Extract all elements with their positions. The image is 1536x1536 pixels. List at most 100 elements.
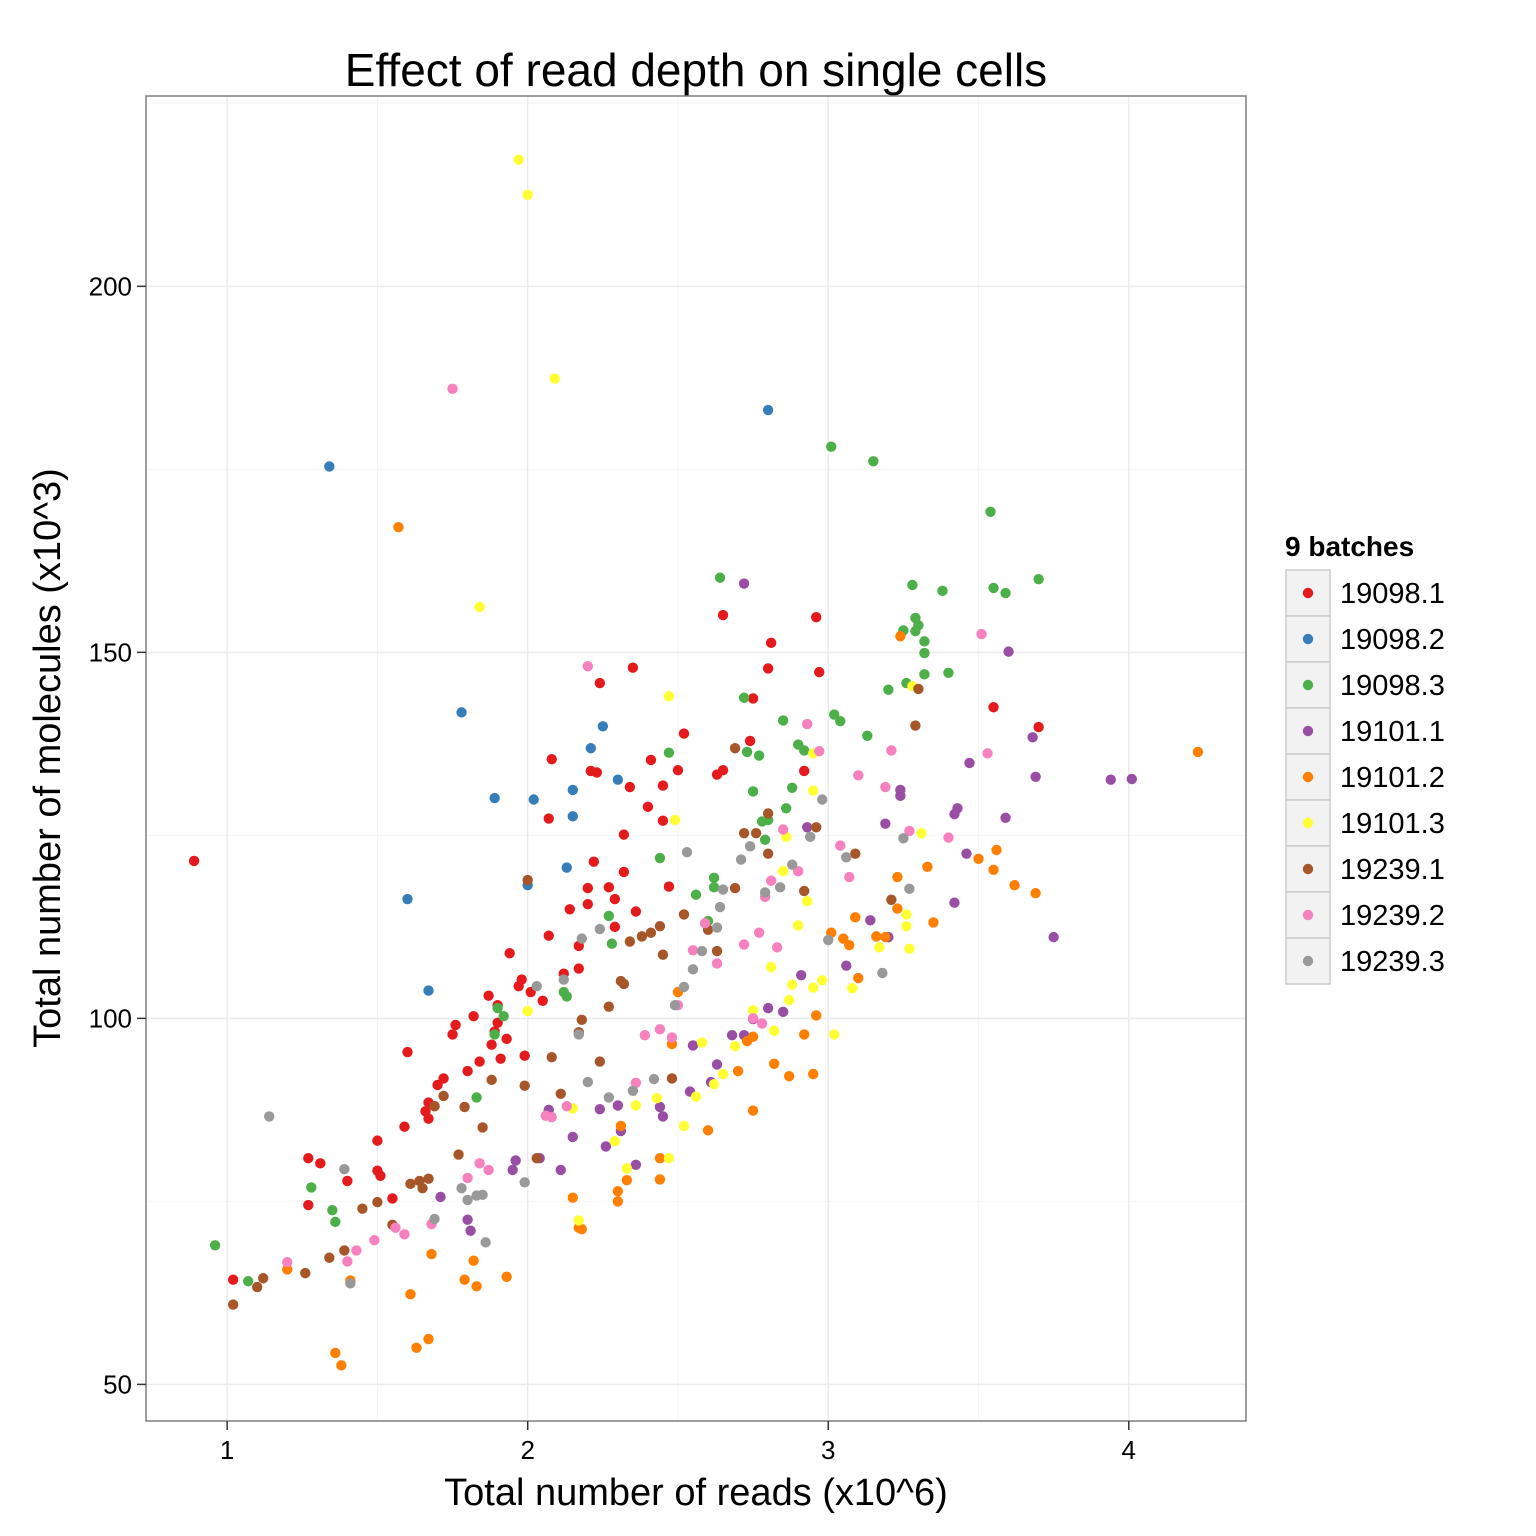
data-point (315, 1158, 326, 1169)
data-point (988, 864, 999, 875)
data-point (188, 855, 200, 867)
data-point (399, 1229, 410, 1240)
data-point (564, 904, 575, 915)
data-point (429, 1101, 440, 1112)
data-point (519, 1080, 530, 1091)
data-point (786, 979, 798, 990)
data-point (351, 1245, 362, 1256)
data-point (795, 969, 807, 981)
data-point (802, 718, 813, 730)
data-point (345, 1278, 356, 1289)
data-point (805, 831, 816, 843)
data-point (567, 811, 578, 822)
data-point (762, 1002, 774, 1014)
data-point (841, 960, 852, 971)
data-point (447, 1029, 458, 1040)
data-point (762, 404, 774, 416)
data-point (630, 906, 642, 917)
data-point (850, 848, 861, 859)
data-point (714, 572, 726, 583)
data-point (765, 637, 777, 649)
data-point (862, 730, 873, 742)
data-point (738, 578, 750, 589)
data-point (471, 1092, 482, 1103)
data-point (928, 917, 939, 928)
data-point (759, 834, 771, 845)
data-point (336, 1360, 347, 1371)
data-point (324, 1252, 335, 1263)
data-point (330, 1216, 341, 1228)
data-point (483, 1164, 494, 1176)
data-point (991, 844, 1002, 856)
data-point (663, 1152, 675, 1164)
data-point (657, 815, 669, 826)
data-point (690, 889, 702, 900)
data-point (561, 862, 572, 873)
data-point (777, 866, 789, 877)
data-point (817, 794, 828, 805)
data-point (687, 945, 699, 956)
data-point (264, 1111, 275, 1122)
data-point (654, 852, 666, 864)
data-point (372, 1196, 383, 1208)
data-point (477, 1122, 488, 1133)
data-point (603, 1001, 615, 1012)
data-point (639, 1030, 651, 1041)
data-point (528, 794, 539, 805)
data-point (282, 1256, 293, 1268)
legend-marker (1302, 679, 1314, 691)
data-point (744, 735, 756, 747)
data-point (798, 885, 810, 897)
data-point (567, 1192, 578, 1203)
data-point (609, 1136, 621, 1147)
data-point (630, 1077, 642, 1088)
data-point (750, 827, 762, 839)
data-point (654, 1024, 666, 1035)
legend-marker (1302, 817, 1314, 829)
data-point (937, 585, 948, 597)
data-point (847, 983, 858, 994)
legend-marker (1302, 909, 1314, 921)
data-point (798, 765, 810, 777)
data-point (468, 1255, 479, 1266)
data-point (774, 882, 786, 893)
data-point (558, 986, 569, 998)
data-point (423, 1333, 434, 1345)
data-point (672, 765, 684, 776)
data-point (474, 1056, 485, 1067)
data-point (576, 1224, 587, 1235)
data-point (988, 702, 999, 713)
data-point (609, 893, 621, 905)
data-point (516, 974, 527, 985)
data-point (952, 803, 963, 814)
data-point (732, 1065, 744, 1077)
data-point (324, 461, 335, 472)
data-point (964, 757, 975, 769)
data-point (666, 1073, 678, 1084)
data-point (495, 1053, 506, 1064)
data-point (811, 612, 822, 623)
data-point (717, 1068, 729, 1080)
data-point (844, 871, 855, 883)
data-point (546, 1051, 557, 1063)
data-point (1000, 812, 1011, 823)
data-point (558, 974, 569, 985)
data-point (729, 1040, 741, 1052)
data-point (300, 1267, 311, 1279)
plot-panel (146, 96, 1246, 1421)
data-point (1030, 887, 1041, 899)
data-point (573, 1029, 584, 1040)
data-point (1009, 879, 1020, 891)
legend-key (1285, 937, 1331, 985)
data-point (543, 813, 554, 824)
data-point (699, 918, 711, 929)
legend-marker (1302, 771, 1314, 783)
data-point (901, 909, 912, 920)
data-point (949, 897, 960, 908)
data-point (342, 1175, 353, 1187)
data-point (600, 1141, 612, 1152)
data-point (522, 189, 533, 201)
data-point (372, 1135, 383, 1146)
data-point (811, 822, 822, 833)
data-point (943, 667, 954, 679)
